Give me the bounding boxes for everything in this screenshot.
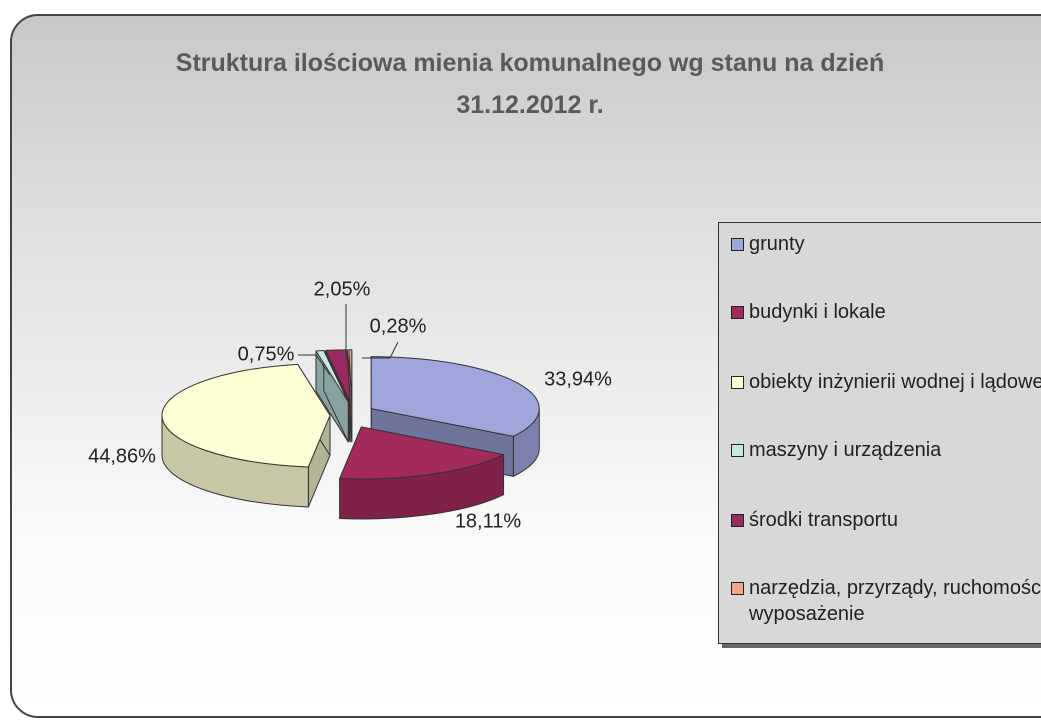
legend-item: narzędzia, przyrządy, ruchomości i wypos… (727, 575, 1041, 627)
legend-item: środki transportu (727, 507, 1041, 533)
legend-label: obiekty inżynierii wodnej i lądowej (749, 371, 1041, 393)
legend-swatch (731, 376, 744, 389)
slice-top (161, 363, 331, 468)
legend-swatch (731, 582, 744, 595)
slice-top (339, 426, 505, 480)
slice-top (325, 349, 351, 403)
legend-item: budynki i lokale (727, 299, 1041, 325)
legend-label: budynki i lokale (749, 301, 886, 323)
data-label: 2,05% (314, 278, 371, 300)
leader-line (298, 354, 331, 376)
legend-item: maszyny i urządzenia (727, 437, 1041, 463)
legend-label: narzędzia, przyrządy, ruchomości i wypos… (749, 577, 1041, 625)
chart-title: Struktura ilościowa mienia komunalnego w… (175, 49, 885, 119)
pie-slice (161, 363, 331, 508)
legend-label: maszyny i urządzenia (749, 439, 942, 461)
data-label: 0,75% (238, 343, 295, 365)
slice-top (348, 349, 353, 403)
legend-swatch (731, 514, 744, 527)
data-label: 0,28% (370, 315, 427, 337)
legend-label: grunty (749, 233, 805, 255)
legend-swatch (731, 238, 744, 251)
pie-slice (315, 350, 349, 443)
data-label: 18,11% (455, 510, 522, 532)
leader-line (362, 341, 399, 359)
legend: grunty budynki i lokale obiekty inżynierii… (718, 222, 1041, 644)
slice-top (315, 350, 349, 403)
legend-swatch (731, 306, 744, 319)
legend-label: środki transportu (749, 509, 898, 531)
legend-item: obiekty inżynierii wodnej i lądowej (727, 369, 1041, 395)
data-label: 44,86% (88, 445, 156, 467)
slice-top (370, 356, 540, 437)
data-label: 33,94% (544, 368, 612, 390)
legend-item: grunty (727, 231, 1041, 257)
legend-swatch (731, 444, 744, 457)
pie-slice (339, 426, 505, 520)
